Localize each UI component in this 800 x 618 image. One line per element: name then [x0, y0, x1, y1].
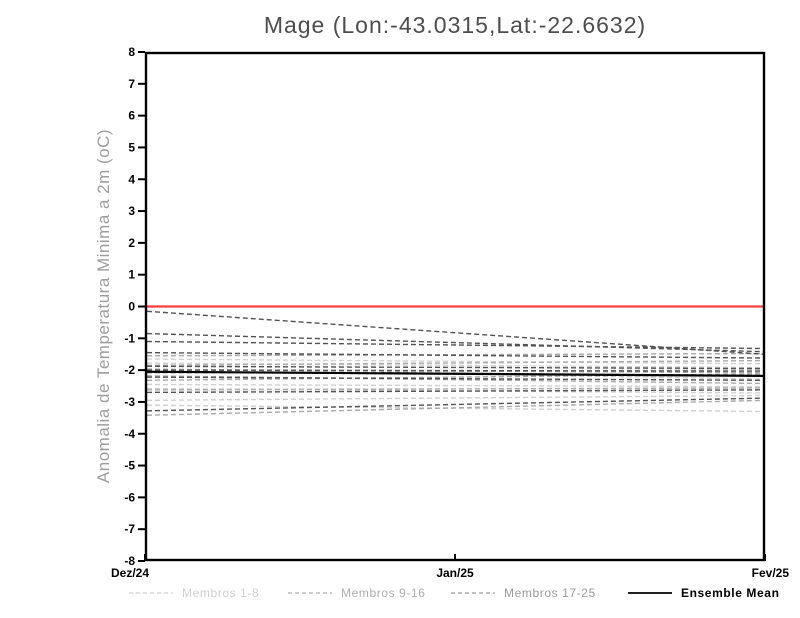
dashed-line-sample-icon: [129, 592, 173, 594]
y-tick-label: -8: [124, 554, 135, 568]
legend-label: Membros 17-25: [504, 586, 596, 600]
y-tick-label: -2: [124, 363, 135, 377]
y-tick-label: -3: [124, 395, 135, 409]
legend: Membros 1-8 Membros 9-16 Membros 17-25 E…: [0, 586, 800, 612]
y-tick-label: 5: [128, 140, 135, 154]
y-tick-label: 0: [128, 300, 135, 314]
y-tick-label: 1: [128, 268, 135, 282]
legend-label: Membros 1-8: [182, 586, 260, 600]
ensemble-member-line: [146, 358, 764, 365]
dashed-line-sample-icon: [451, 592, 495, 594]
y-tick-label: -1: [124, 331, 135, 345]
y-tick-label: -7: [124, 522, 135, 536]
legend-item-membros-17-25: Membros 17-25: [450, 586, 596, 600]
x-tick-label: Fev/25: [752, 566, 790, 580]
y-tick-label: 8: [128, 45, 135, 59]
ensemble-member-line: [146, 397, 764, 412]
ensemble-member-line: [146, 362, 764, 369]
legend-label: Ensemble Mean: [681, 586, 780, 600]
ensemble-member-line: [146, 340, 764, 350]
y-tick-label: 3: [128, 204, 135, 218]
ensemble-member-line: [146, 387, 764, 391]
ensemble-member-line: [146, 399, 764, 416]
ensemble-member-line: [146, 389, 764, 394]
y-tick-label: 7: [128, 77, 135, 91]
ensemble-mean-line: [146, 370, 764, 377]
legend-item-membros-1-8: Membros 1-8: [128, 586, 259, 600]
x-tick-label: Dez/24: [111, 566, 149, 580]
ensemble-member-line: [146, 359, 764, 367]
y-tick-label: -5: [124, 459, 135, 473]
x-tick-label: Jan/25: [436, 566, 474, 580]
y-tick-label: -4: [124, 427, 135, 441]
legend-label: Membros 9-16: [341, 586, 426, 600]
solid-line-sample-icon: [628, 592, 672, 594]
ensemble-member-line: [146, 376, 764, 382]
y-tick-label: -6: [124, 490, 135, 504]
dashed-line-sample-icon: [288, 592, 332, 594]
y-tick-label: 6: [128, 109, 135, 123]
ensemble-member-line: [146, 369, 764, 372]
chart-title: Mage (Lon:-43.0315,Lat:-22.6632): [263, 12, 647, 38]
y-tick-label: 4: [128, 172, 135, 186]
ensemble-member-line: [146, 332, 764, 353]
ensemble-member-line: [146, 365, 764, 370]
ensemble-member-line: [146, 383, 764, 388]
y-tick-label: 2: [128, 236, 135, 250]
ensemble-member-line: [146, 351, 764, 359]
ensemble-member-line: [146, 394, 764, 402]
legend-item-ensemble-mean: Ensemble Mean: [627, 586, 780, 600]
ensemble-member-line: [146, 375, 764, 385]
legend-item-membros-9-16: Membros 9-16: [287, 586, 426, 600]
